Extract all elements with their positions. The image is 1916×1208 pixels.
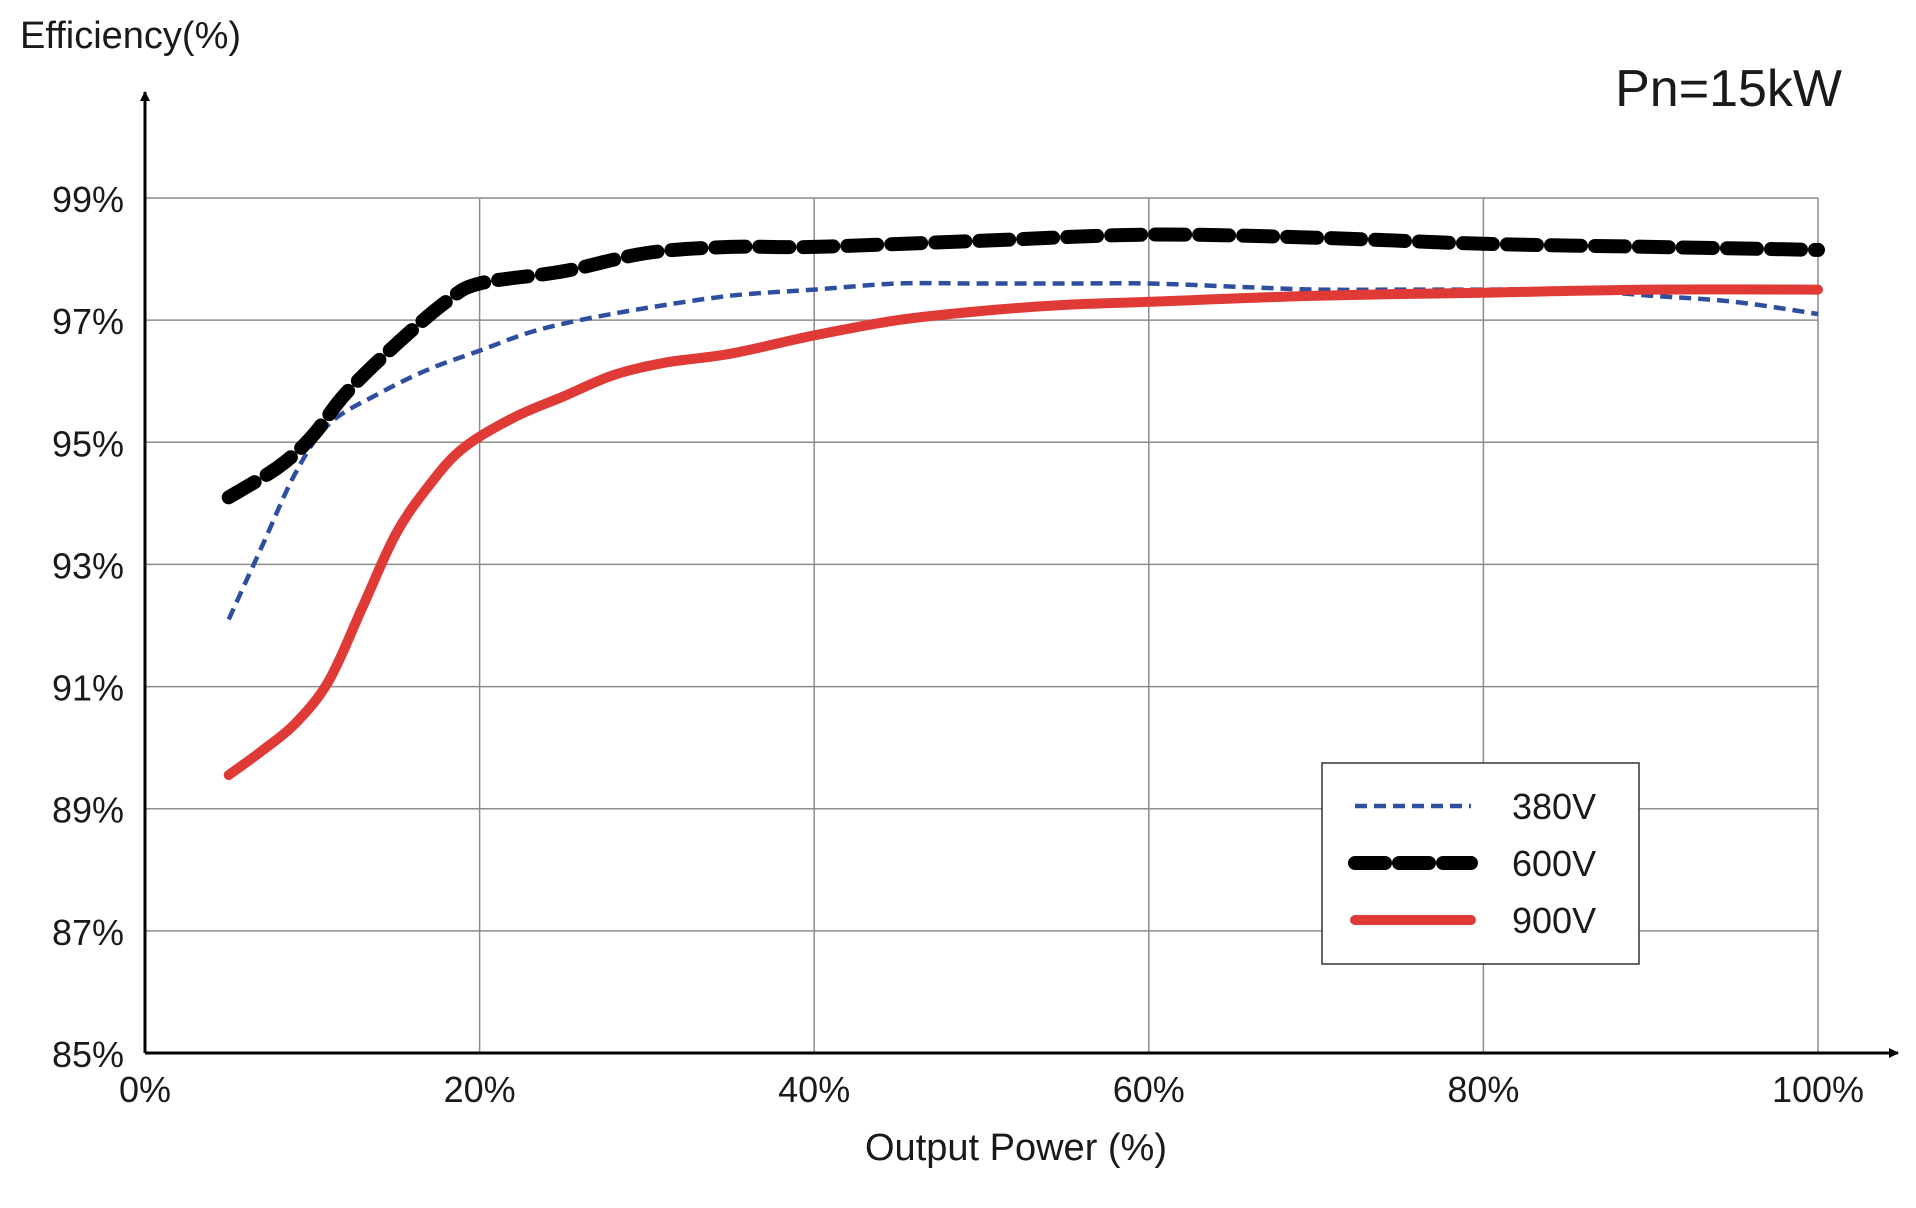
axes <box>140 91 1899 1058</box>
x-axis-label: Output Power (%) <box>865 1127 1167 1169</box>
legend-label-600v: 600V <box>1512 843 1596 884</box>
x-tick-label: 40% <box>778 1069 850 1110</box>
x-tick-label: 60% <box>1113 1069 1185 1110</box>
x-tick-label: 0% <box>119 1069 171 1110</box>
y-tick-label: 99% <box>52 179 124 220</box>
series-lines <box>221 227 1825 781</box>
annotation-pn: Pn=15kW <box>1615 60 1842 118</box>
legend: 380V 600V 900V <box>1321 762 1640 965</box>
y-tick-label: 87% <box>52 912 124 953</box>
legend-label-380v: 380V <box>1512 786 1596 827</box>
x-tick-label: 20% <box>444 1069 516 1110</box>
x-tick-label: 80% <box>1447 1069 1519 1110</box>
y-tick-label: 95% <box>52 423 124 464</box>
series-line-900v <box>223 284 1823 781</box>
y-tick-label: 85% <box>52 1034 124 1075</box>
y-axis-label: Efficiency(%) <box>20 15 241 57</box>
series-line-600v <box>221 227 1825 505</box>
y-tick-label: 91% <box>52 668 124 709</box>
y-tick-label: 97% <box>52 301 124 342</box>
tick-labels: 85% 87% 89% 91% 93% 95% 97% 99% 0% 20% 40% 60% 80% 10… <box>52 179 1864 1110</box>
legend-label-900v: 900V <box>1512 900 1596 941</box>
x-tick-label: 100% <box>1772 1069 1864 1110</box>
y-tick-label: 93% <box>52 545 124 586</box>
y-tick-label: 89% <box>52 790 124 831</box>
